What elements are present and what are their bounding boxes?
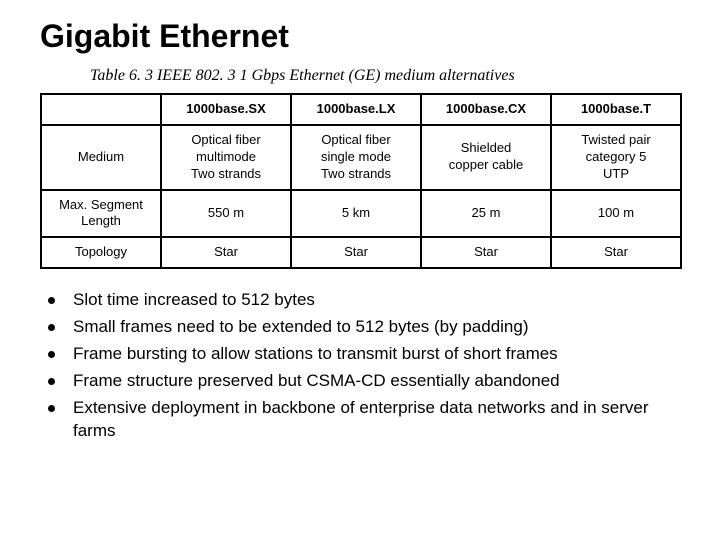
table-cell: Star (421, 237, 551, 268)
col-header-sx: 1000base.SX (161, 94, 291, 125)
table-cell: 5 km (291, 190, 421, 238)
table-cell: Shieldedcopper cable (421, 125, 551, 190)
row-head: Max. SegmentLength (41, 190, 161, 238)
list-item: Extensive deployment in backbone of ente… (48, 397, 690, 443)
bullet-icon (48, 351, 55, 358)
table-header-row: 1000base.SX 1000base.LX 1000base.CX 1000… (41, 94, 681, 125)
table-cell: Twisted paircategory 5UTP (551, 125, 681, 190)
table-cell: Optical fibermultimodeTwo strands (161, 125, 291, 190)
col-header-cx: 1000base.CX (421, 94, 551, 125)
bullet-text: Frame structure preserved but CSMA-CD es… (73, 370, 690, 393)
col-header-blank (41, 94, 161, 125)
bullet-text: Frame bursting to allow stations to tran… (73, 343, 690, 366)
bullet-text: Small frames need to be extended to 512 … (73, 316, 690, 339)
table-cell: Star (161, 237, 291, 268)
table-body: MediumOptical fibermultimodeTwo strandsO… (41, 125, 681, 268)
list-item: Slot time increased to 512 bytes (48, 289, 690, 312)
table-cell: Star (291, 237, 421, 268)
col-header-t: 1000base.T (551, 94, 681, 125)
ge-medium-table: 1000base.SX 1000base.LX 1000base.CX 1000… (40, 93, 682, 269)
bullet-icon (48, 297, 55, 304)
table-cell: 550 m (161, 190, 291, 238)
list-item: Small frames need to be extended to 512 … (48, 316, 690, 339)
bullet-icon (48, 378, 55, 385)
list-item: Frame bursting to allow stations to tran… (48, 343, 690, 366)
table-cell: Star (551, 237, 681, 268)
list-item: Frame structure preserved but CSMA-CD es… (48, 370, 690, 393)
table-cell: 25 m (421, 190, 551, 238)
table-cell: 100 m (551, 190, 681, 238)
row-head: Topology (41, 237, 161, 268)
row-head: Medium (41, 125, 161, 190)
bullet-icon (48, 324, 55, 331)
col-header-lx: 1000base.LX (291, 94, 421, 125)
bullet-icon (48, 405, 55, 412)
table-row: Max. SegmentLength550 m5 km25 m100 m (41, 190, 681, 238)
bullet-list: Slot time increased to 512 bytes Small fr… (48, 289, 690, 443)
table-row: TopologyStarStarStarStar (41, 237, 681, 268)
table-row: MediumOptical fibermultimodeTwo strandsO… (41, 125, 681, 190)
table-caption: Table 6. 3 IEEE 802. 3 1 Gbps Ethernet (… (90, 67, 690, 85)
table-cell: Optical fibersingle modeTwo strands (291, 125, 421, 190)
bullet-text: Extensive deployment in backbone of ente… (73, 397, 690, 443)
page-title: Gigabit Ethernet (40, 18, 690, 55)
bullet-text: Slot time increased to 512 bytes (73, 289, 690, 312)
